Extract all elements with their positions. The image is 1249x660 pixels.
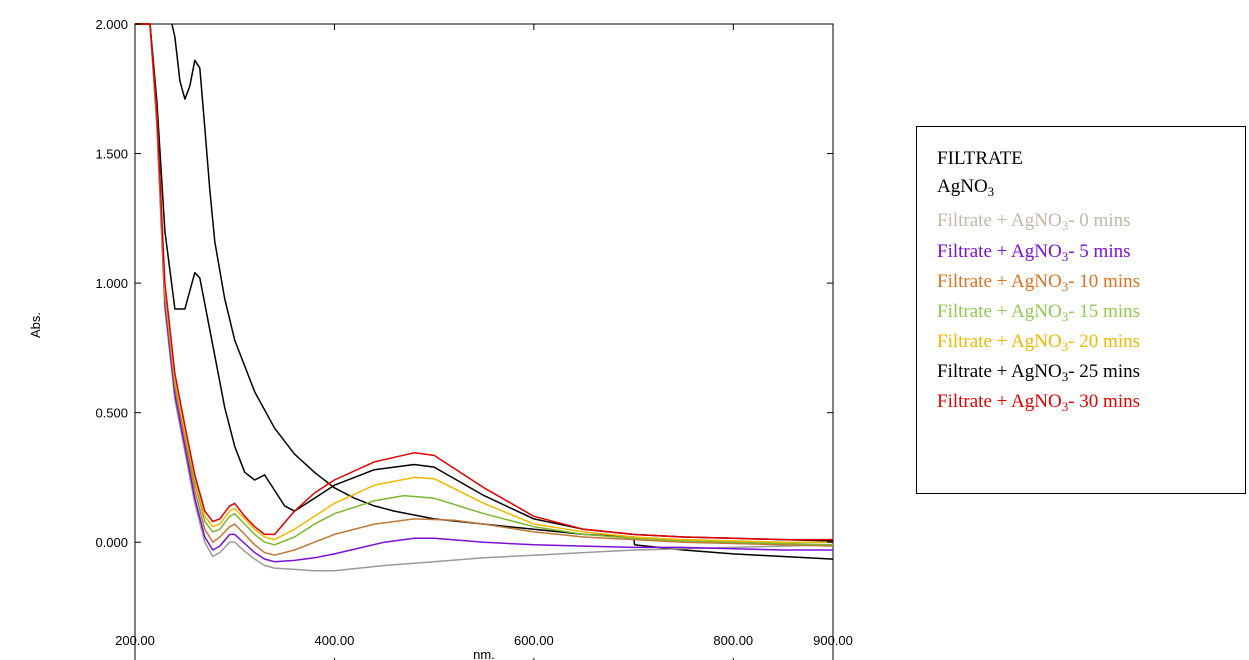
legend-entry-sub: 3 [1061,309,1069,324]
legend-entry-sub: 3 [1061,249,1069,264]
series-layer [135,23,834,572]
legend: FILTRATE AgNO3 Filtrate + AgNO3- 0 mins … [916,126,1246,494]
legend-entry-agno3: AgNO3 [937,176,995,199]
y-tick-label: 1.500 [95,147,128,162]
y-tick-label: 0.500 [95,406,128,421]
legend-title: FILTRATE [937,148,1023,169]
x-tick-label: 200.00 [115,633,155,648]
legend-entry-sub: 3 [1061,339,1069,354]
legend-entry-suffix: - 10 mins [1068,271,1140,292]
legend-entry-20-mins: Filtrate + AgNO3- 20 mins [937,331,1140,354]
y-tick-label: 0.000 [95,535,128,550]
y-tick-label: 2.000 [95,17,128,32]
legend-entry-15-mins: Filtrate + AgNO3- 15 mins [937,301,1140,324]
series-line-3 [135,23,834,556]
legend-entry-0-mins: Filtrate + AgNO3- 0 mins [937,210,1131,233]
legend-entry-label: Filtrate + AgNO [937,210,1062,231]
legend-entry-label: Filtrate + AgNO [937,331,1062,352]
legend-entry-suffix: - 15 mins [1068,301,1140,322]
x-tick-label: 600.00 [514,633,554,648]
legend-entry-suffix: - 25 mins [1068,361,1140,382]
legend-entry-sub: 3 [1061,369,1069,384]
legend-entry-label: Filtrate + AgNO [937,241,1062,262]
x-tick-label: 400.00 [315,633,355,648]
x-tick-label: 900.00 [813,633,853,648]
legend-entry-suffix: - 30 mins [1068,391,1140,412]
series-line-1 [135,23,834,572]
y-tick-label: 1.000 [95,276,128,291]
y-tick-label: -0.470 [91,657,128,660]
legend-entry-sub: 3 [1061,279,1069,294]
legend-entry-label: Filtrate + AgNO [937,271,1062,292]
legend-entry-10-mins: Filtrate + AgNO3- 10 mins [937,271,1140,294]
series-line-7 [135,23,833,541]
x-tick-label: 800.00 [713,633,753,648]
legend-entry-label: Filtrate + AgNO [937,391,1062,412]
x-axis-label: nm. [473,647,495,660]
legend-entry-sub: 3 [1061,218,1069,233]
legend-entry-30-mins: Filtrate + AgNO3- 30 mins [937,391,1140,414]
legend-entry-label: Filtrate + AgNO [937,301,1062,322]
legend-entry-suffix: - 20 mins [1068,331,1140,352]
legend-entry-suffix: - 5 mins [1068,241,1131,262]
series-line-5 [135,23,833,543]
legend-entry-25-mins: Filtrate + AgNO3- 25 mins [937,361,1140,384]
ticks-layer: 200.00 400.00 600.00 800.00 900.00 -0.470 0.00… [91,17,853,660]
legend-entry-sub: 3 [1061,399,1069,414]
legend-entry-5-mins: Filtrate + AgNO3- 5 mins [937,241,1131,264]
legend-entry-sub: 3 [987,184,995,199]
series-line-2 [135,23,833,563]
legend-entry-label: Filtrate + AgNO [937,361,1062,382]
legend-entry-label: AgNO [937,176,988,197]
plot-frame [134,23,834,660]
y-axis-label: Abs. [28,312,43,338]
legend-entry-suffix: - 0 mins [1068,210,1131,231]
